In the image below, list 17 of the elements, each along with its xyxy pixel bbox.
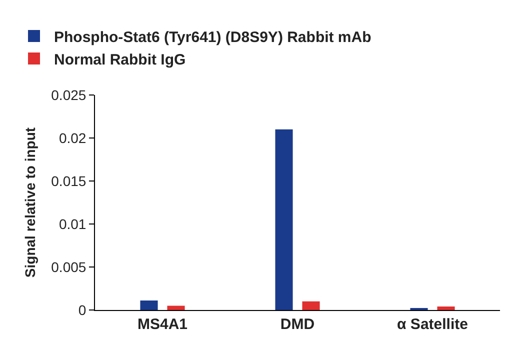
x-tick-label: α Satellite: [397, 316, 468, 333]
legend-label: Phospho-Stat6 (Tyr641) (D8S9Y) Rabbit mAb: [54, 28, 372, 46]
x-tick-label: MS4A1: [137, 316, 188, 333]
legend-label: Normal Rabbit IgG: [54, 51, 186, 68]
y-tick-label: 0.025: [51, 86, 86, 103]
bar: [167, 306, 185, 310]
bar: [275, 129, 293, 310]
y-tick-label: 0.01: [58, 216, 86, 232]
y-tick-label: 0.015: [51, 172, 86, 189]
y-tick-label: 0.005: [51, 258, 86, 275]
y-tick-label: 0: [78, 302, 86, 318]
y-axis-title: Signal relative to input: [22, 127, 38, 278]
bar: [140, 300, 158, 310]
y-tick-label: 0.02: [58, 130, 86, 146]
bar: [302, 301, 320, 310]
x-tick-label: DMD: [280, 316, 315, 333]
bar: [437, 306, 455, 310]
